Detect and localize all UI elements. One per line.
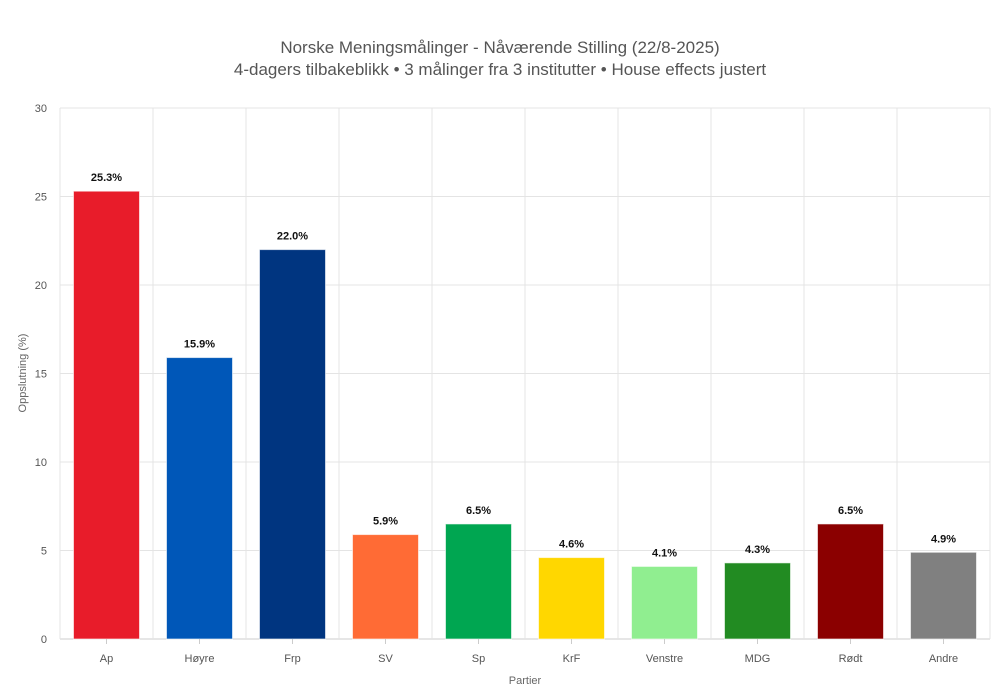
bar-sv[interactable] [352,534,419,640]
y-axis-title: Oppslutning (%) [17,334,29,413]
bar-frp[interactable] [259,249,326,640]
data-label: 15.9% [184,339,215,351]
x-tick-label: Venstre [646,653,683,665]
x-tick-label: Høyre [185,653,215,665]
y-tick-label: 10 [35,457,47,469]
data-label: 4.6% [559,539,584,551]
data-label: 22.0% [277,231,308,243]
y-tick-label: 15 [35,369,47,381]
x-tick-label: MDG [745,653,771,665]
x-tick-label: KrF [563,653,581,665]
axes: 0 5 10 15 20 25 30 Ap Høyre Frp SV Sp KrF Venstre MDG R… [35,103,958,665]
data-label: 5.9% [373,516,398,528]
x-tick-label: Sp [472,653,485,665]
x-tick-label: Ap [100,653,113,665]
bar-krf[interactable] [538,557,605,640]
y-tick-label: 0 [41,634,47,646]
chart-title: Norske Meningsmålinger - Nåværende Still… [280,38,720,57]
bar-mdg[interactable] [724,562,791,640]
data-label: 4.1% [652,547,677,559]
x-axis-title: Partier [509,675,542,687]
x-tick-label: SV [378,653,393,665]
bar-andre[interactable] [910,551,977,640]
bar-rødt[interactable] [817,523,884,640]
y-tick-label: 25 [35,192,47,204]
data-label: 25.3% [91,172,122,184]
x-tick-label: Rødt [839,653,863,665]
y-tick-label: 30 [35,103,47,115]
bar-sp[interactable] [445,523,512,640]
data-label: 6.5% [838,505,863,517]
y-tick-label: 20 [35,280,47,292]
chart-subtitle: 4-dagers tilbakeblikk • 3 målinger fra 3… [233,60,767,79]
data-label: 4.9% [931,533,956,545]
y-tick-label: 5 [41,546,47,558]
x-tick-label: Andre [929,653,958,665]
bar-venstre[interactable] [631,565,698,640]
data-labels: 25.3% 15.9% 22.0% 5.9% 6.5% 4.6% 4.1% 4.3% 6.5% 4… [91,172,956,559]
bar-ap[interactable] [73,190,140,640]
data-label: 6.5% [466,505,491,517]
data-label: 4.3% [745,544,770,556]
bars [73,190,977,640]
bar-høyre[interactable] [166,357,233,640]
x-tick-label: Frp [284,653,301,665]
